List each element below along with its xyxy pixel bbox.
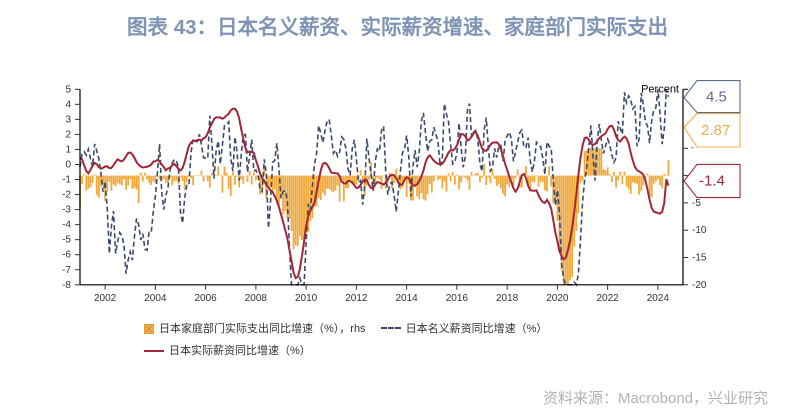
svg-text:2004: 2004: [144, 293, 167, 304]
svg-text:-5: -5: [62, 235, 71, 246]
svg-text:-3: -3: [62, 205, 71, 216]
svg-text:2: 2: [65, 129, 71, 140]
svg-text:-2: -2: [62, 190, 71, 201]
svg-text:2008: 2008: [245, 293, 268, 304]
svg-text:4: 4: [65, 99, 71, 110]
svg-text:-6: -6: [62, 250, 71, 261]
svg-text:2024: 2024: [647, 293, 670, 304]
svg-text:Percent: Percent: [641, 84, 679, 96]
svg-text:2016: 2016: [446, 293, 469, 304]
svg-text:2022: 2022: [596, 293, 619, 304]
svg-text:2.87: 2.87: [701, 122, 730, 139]
svg-text:0: 0: [65, 159, 71, 170]
svg-text:-1.4: -1.4: [699, 173, 725, 190]
svg-text:2006: 2006: [194, 293, 217, 304]
svg-text:-15: -15: [692, 253, 707, 264]
svg-text:-7: -7: [62, 265, 71, 276]
svg-text:2018: 2018: [496, 293, 519, 304]
svg-text:4.5: 4.5: [706, 89, 727, 106]
svg-text:-1: -1: [62, 175, 71, 186]
svg-text:1: 1: [65, 144, 71, 155]
svg-text:-20: -20: [692, 280, 707, 291]
svg-text:-5: -5: [692, 198, 701, 209]
svg-text:2012: 2012: [345, 293, 368, 304]
svg-text:2014: 2014: [395, 293, 418, 304]
svg-text:3: 3: [65, 114, 71, 125]
svg-text:-10: -10: [692, 225, 707, 236]
svg-text:5: 5: [65, 84, 71, 95]
svg-text:-8: -8: [62, 280, 71, 291]
svg-text:-4: -4: [62, 220, 71, 231]
svg-text:-: -: [691, 142, 694, 152]
svg-text:2020: 2020: [546, 293, 569, 304]
svg-text:2010: 2010: [295, 293, 318, 304]
svg-text:2002: 2002: [94, 293, 117, 304]
